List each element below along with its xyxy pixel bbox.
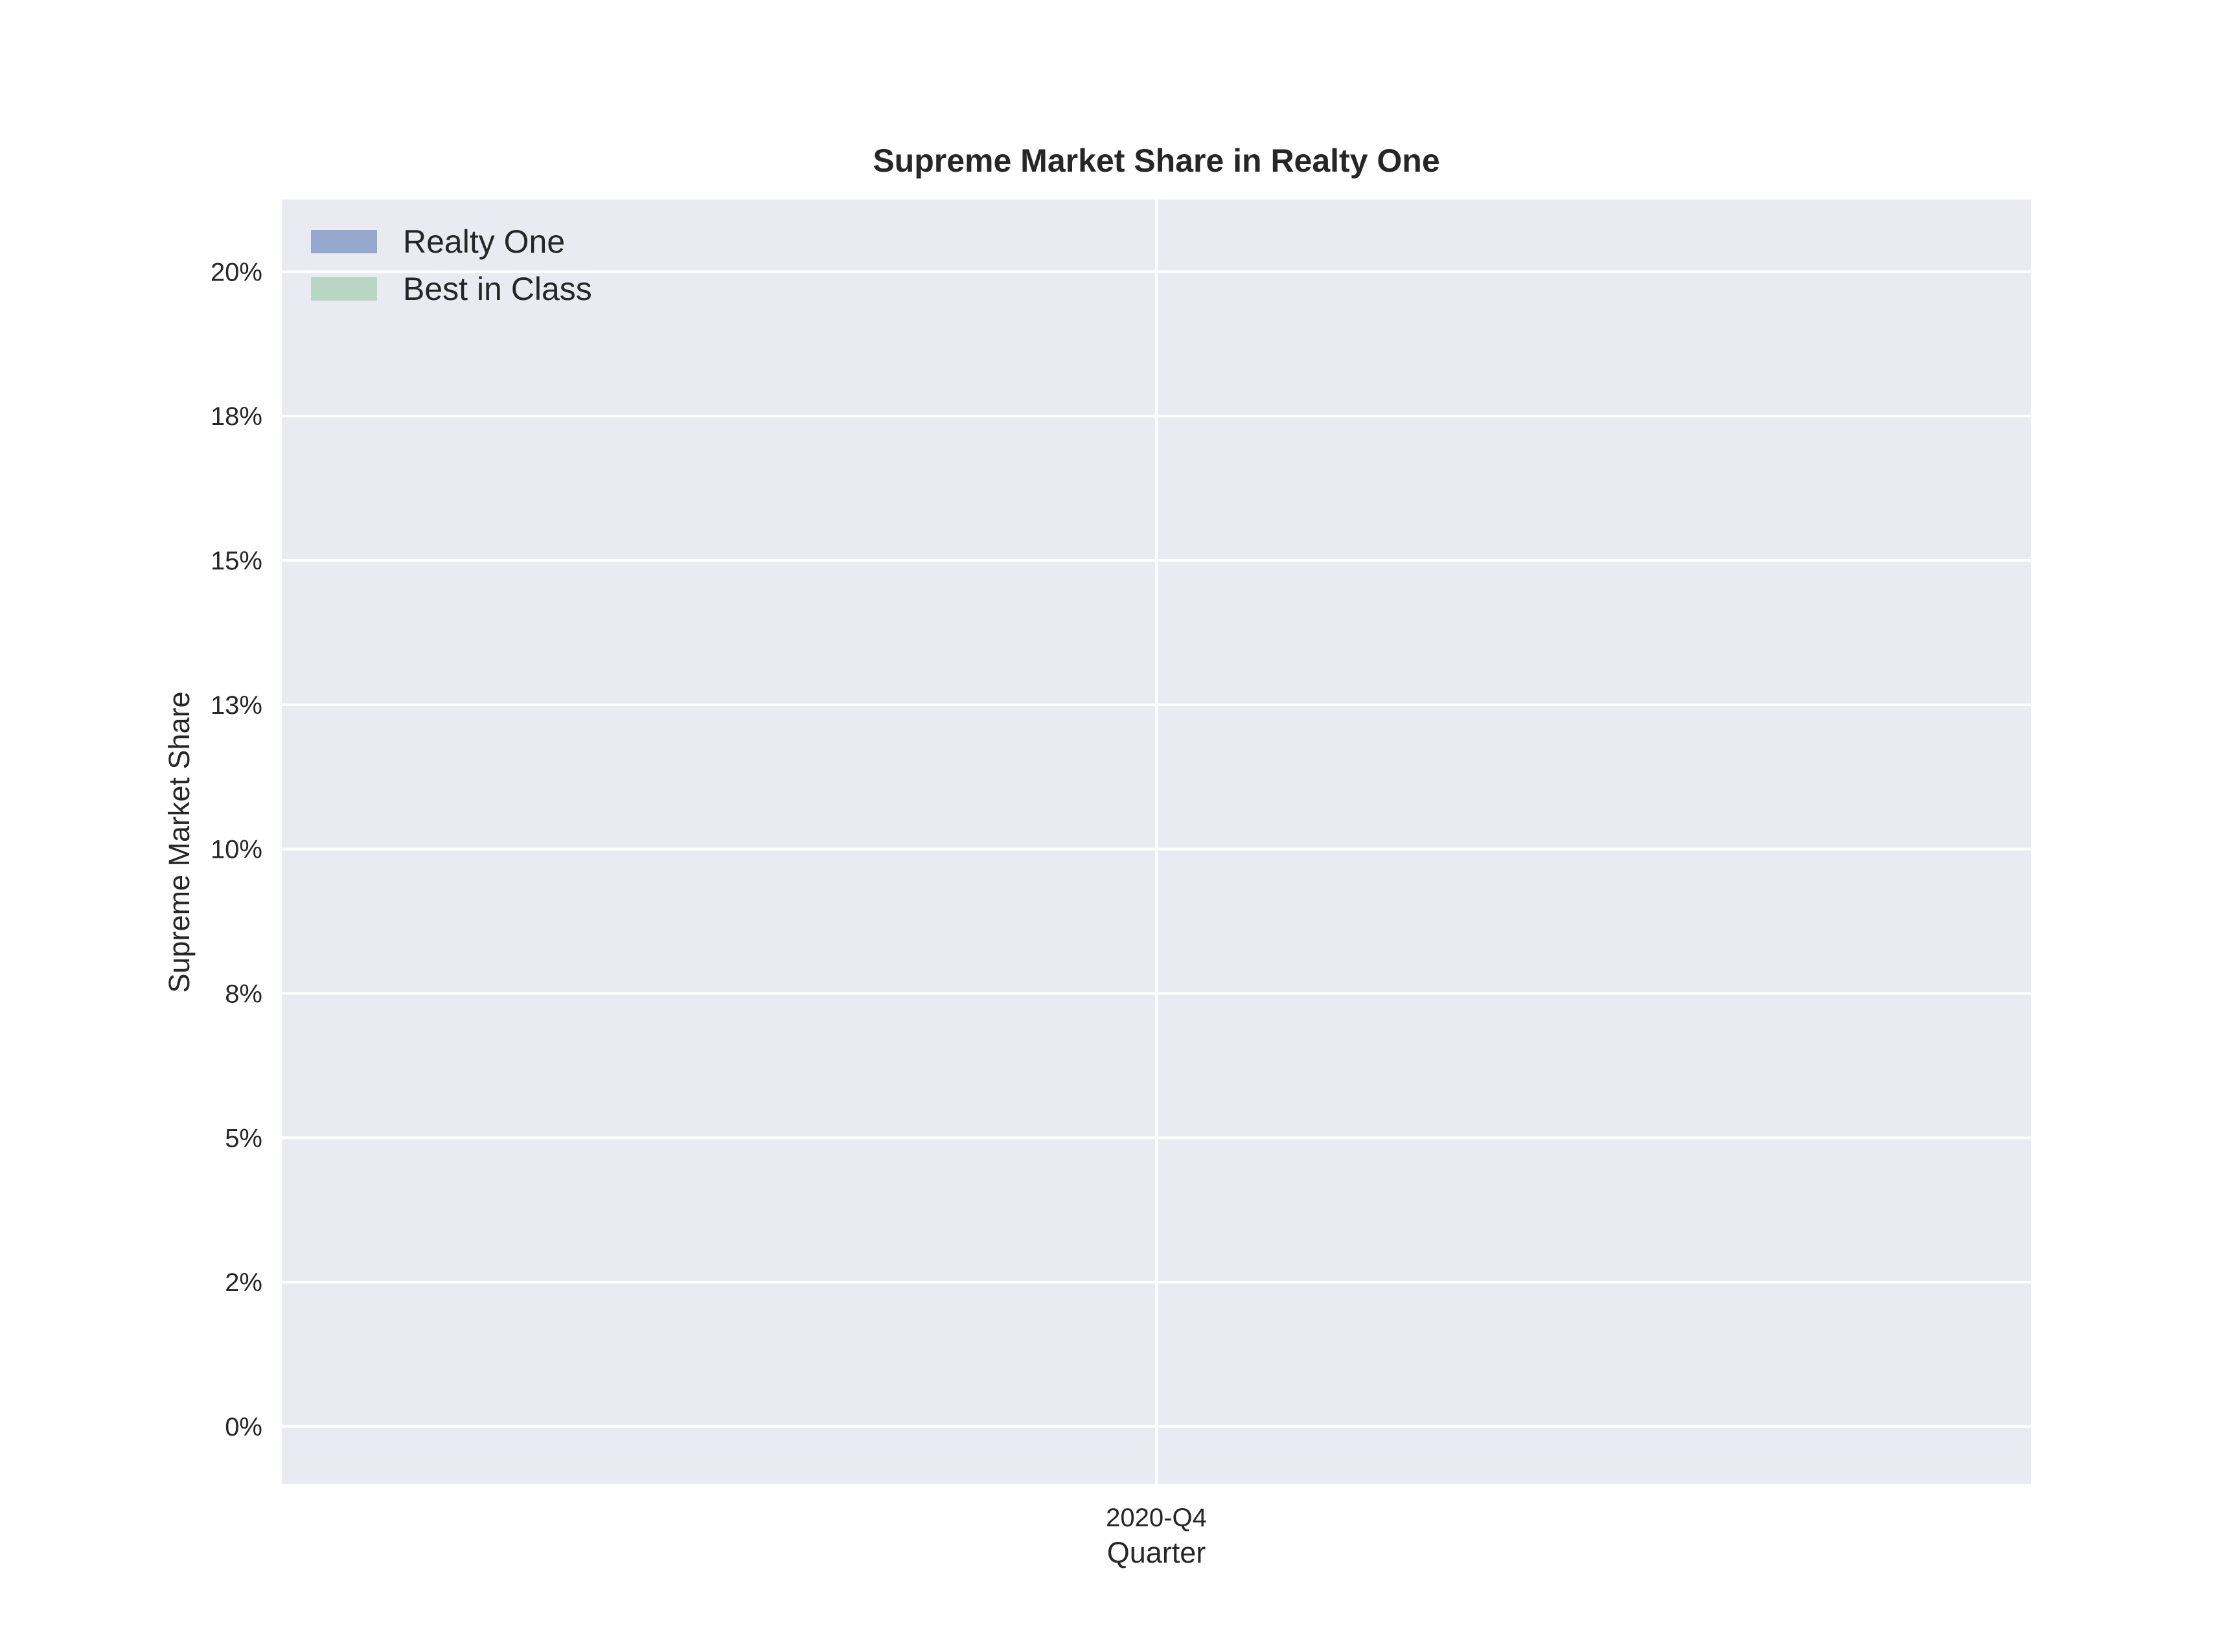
legend-label-best-in-class: Best in Class [403, 271, 592, 307]
x-tick-label: 2020-Q4 [1106, 1504, 1207, 1532]
y-tick-label: 2% [225, 1268, 262, 1297]
x-tick-labels: 2020-Q4 [1106, 1504, 1207, 1532]
x-axis-label: Quarter [1107, 1536, 1206, 1569]
legend-swatch-realty-one [311, 230, 377, 253]
y-tick-label: 10% [211, 836, 262, 864]
legend: Realty One Best in Class [311, 224, 592, 307]
legend-swatch-best-in-class [311, 277, 377, 301]
y-tick-labels: 0% 2% 5% 8% 10% 13% 15% 18% 20% [211, 258, 262, 1441]
y-tick-label: 5% [225, 1124, 262, 1153]
y-tick-label: 0% [225, 1413, 262, 1441]
y-tick-label: 15% [211, 547, 262, 575]
y-tick-label: 18% [211, 402, 262, 431]
legend-label-realty-one: Realty One [403, 224, 565, 260]
grid-lines [282, 200, 2031, 1484]
y-axis-label: Supreme Market Share [163, 691, 196, 992]
chart-title: Supreme Market Share in Realty One [873, 143, 1439, 179]
y-tick-label: 8% [225, 980, 262, 1008]
y-tick-label: 13% [211, 691, 262, 720]
y-tick-label: 20% [211, 258, 262, 286]
